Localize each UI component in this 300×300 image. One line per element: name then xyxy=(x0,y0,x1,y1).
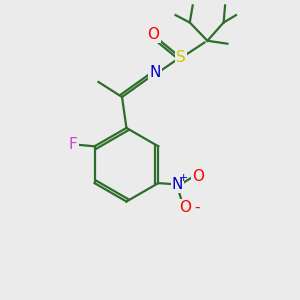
Text: O: O xyxy=(192,169,204,184)
Text: O: O xyxy=(148,27,160,42)
Text: +: + xyxy=(179,173,188,183)
Text: -: - xyxy=(194,200,199,215)
Text: F: F xyxy=(69,137,78,152)
Text: N: N xyxy=(172,177,183,192)
Text: N: N xyxy=(149,65,161,80)
Text: S: S xyxy=(176,50,186,65)
Text: O: O xyxy=(179,200,191,215)
